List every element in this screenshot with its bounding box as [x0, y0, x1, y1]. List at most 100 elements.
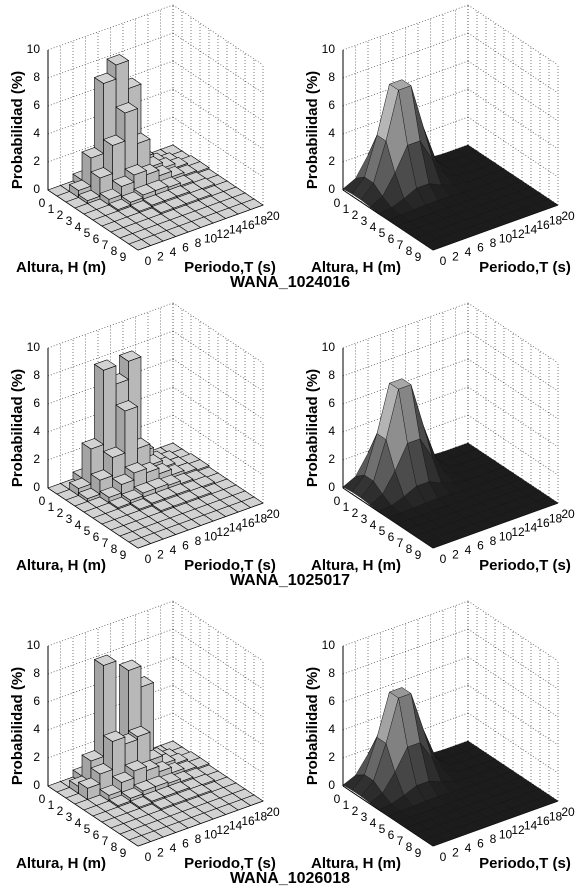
x-tick-label: 1: [48, 202, 55, 216]
x-tick-label: 2: [352, 506, 359, 520]
y-tick-label: 18: [549, 512, 563, 526]
x-tick-label: 9: [120, 846, 127, 860]
bar-top: [120, 191, 144, 203]
x-tick-label: 1: [343, 500, 350, 514]
grid-line: [172, 302, 264, 364]
y-tick-label: 0: [440, 552, 447, 566]
grid-line: [342, 600, 469, 647]
y-tick-label: 16: [536, 218, 550, 232]
grid-line: [467, 302, 559, 364]
grid-line: [467, 414, 559, 476]
y-tick-label: 14: [524, 521, 538, 535]
grid-line: [467, 88, 559, 150]
y-tick-label: 8: [195, 236, 202, 250]
y-tick-label: 14: [229, 819, 243, 833]
z-tick-label: 0: [328, 778, 335, 792]
z-axis-label: Probabilidad (%): [304, 71, 321, 189]
z-tick-label: 10: [27, 42, 41, 56]
y-tick-label: 20: [266, 507, 280, 521]
y-tick-label: 16: [241, 218, 255, 232]
bar-top: [102, 446, 126, 458]
bar-top: [151, 797, 175, 809]
y-tick-label: 20: [561, 507, 575, 521]
z-tick-label: 6: [328, 396, 335, 410]
bar-top: [128, 537, 152, 549]
x-tick-label: 2: [57, 208, 64, 222]
bar-top: [142, 492, 166, 504]
y-axis-label: Periodo,T (s): [479, 855, 571, 872]
x-tick-label: 2: [352, 804, 359, 818]
z-tick-label: 10: [27, 638, 41, 652]
z-tick-label: 10: [27, 340, 41, 354]
grid-line: [172, 116, 264, 178]
y-tick-label: 18: [254, 512, 268, 526]
y-tick-label: 6: [477, 837, 484, 851]
y-tick-label: 4: [465, 543, 472, 557]
x-tick-label: 9: [415, 548, 422, 562]
x-tick-label: 3: [66, 512, 73, 526]
grid-line: [342, 656, 469, 703]
y-tick-label: 8: [490, 832, 497, 846]
z-tick-label: 4: [328, 424, 335, 438]
grid-line: [467, 4, 559, 66]
grid-line: [47, 628, 174, 675]
y-tick-label: 18: [254, 810, 268, 824]
z-tick-label: 4: [328, 722, 335, 736]
x-tick-label: 5: [379, 822, 386, 836]
x-tick-label: 6: [388, 530, 395, 544]
x-tick-label: 7: [102, 238, 109, 252]
bar-top: [128, 239, 152, 251]
z-tick-label: 4: [328, 126, 335, 140]
z-axis-label: Probabilidad (%): [9, 71, 26, 189]
x-tick-label: 6: [93, 232, 100, 246]
y-axis-label: Periodo,T (s): [184, 259, 276, 276]
y-tick-label: 18: [549, 810, 563, 824]
grid-line: [172, 656, 264, 718]
y-tick-label: 4: [170, 245, 177, 259]
z-tick-label: 8: [33, 666, 40, 680]
grid-line: [467, 628, 559, 690]
x-tick-label: 8: [406, 542, 413, 556]
grid-line: [342, 32, 469, 79]
z-tick-label: 6: [33, 694, 40, 708]
bar-top: [133, 780, 157, 792]
x-tick-label: 2: [57, 506, 64, 520]
bar-top: [90, 763, 114, 775]
bar-top: [115, 102, 139, 114]
x-tick-label: 6: [388, 828, 395, 842]
x-tick-label: 3: [361, 214, 368, 228]
z-tick-label: 6: [328, 694, 335, 708]
z-tick-label: 2: [328, 154, 335, 168]
grid-line: [172, 4, 264, 66]
z-tick-label: 8: [328, 368, 335, 382]
grid-line: [172, 88, 264, 150]
z-tick-label: 2: [33, 452, 40, 466]
y-tick-label: 6: [477, 241, 484, 255]
x-tick-label: 7: [397, 834, 404, 848]
y-tick-label: 4: [465, 841, 472, 855]
grid-line: [467, 600, 559, 662]
bar-top: [81, 438, 105, 450]
z-tick-label: 0: [328, 182, 335, 196]
bar-top: [99, 784, 123, 796]
x-tick-label: 5: [84, 226, 91, 240]
x-tick-label: 8: [406, 244, 413, 258]
grid-line: [467, 32, 559, 94]
x-axis-label: Altura, H (m): [311, 557, 401, 574]
x-tick-label: 6: [93, 828, 100, 842]
x-tick-label: 3: [361, 512, 368, 526]
bar-top: [128, 835, 152, 847]
x-tick-label: 4: [75, 220, 82, 234]
y-tick-label: 14: [229, 521, 243, 535]
y-tick-label: 10: [204, 530, 218, 544]
z-axis-label: Probabilidad (%): [304, 667, 321, 785]
grid-line: [467, 358, 559, 420]
y-tick-label: 4: [465, 245, 472, 259]
y-tick-label: 14: [524, 819, 538, 833]
x-tick-label: 7: [102, 536, 109, 550]
z-tick-label: 2: [328, 750, 335, 764]
y-tick-label: 4: [170, 543, 177, 557]
bar-top: [115, 400, 139, 412]
